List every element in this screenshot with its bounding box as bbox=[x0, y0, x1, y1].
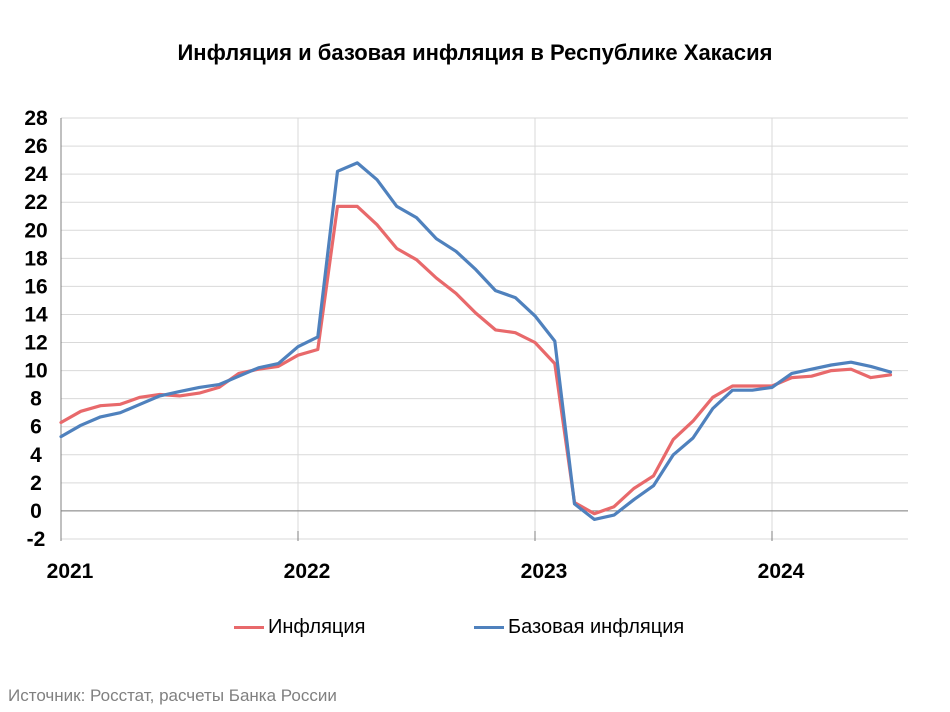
y-tick-label: 0 bbox=[30, 500, 42, 523]
x-tick-label: 2023 bbox=[521, 560, 568, 583]
y-tick-label: 16 bbox=[24, 275, 47, 298]
y-tick-label: 28 bbox=[24, 107, 48, 130]
axes bbox=[60, 118, 908, 541]
y-tick-label: 10 bbox=[24, 360, 47, 383]
y-tick-label: 14 bbox=[24, 303, 48, 326]
series-lines bbox=[59, 161, 893, 522]
legend-swatch-core-inflation bbox=[474, 626, 504, 629]
y-tick-label: 26 bbox=[24, 135, 47, 158]
x-tick-label: 2022 bbox=[284, 560, 331, 583]
legend-label-inflation: Инфляция bbox=[268, 616, 366, 638]
series-line-inflation bbox=[59, 204, 893, 516]
y-tick-label: 6 bbox=[30, 416, 42, 439]
gridlines bbox=[61, 117, 908, 540]
y-tick-label: 8 bbox=[30, 388, 42, 411]
y-tick-label: 24 bbox=[24, 163, 48, 186]
legend-swatch-inflation bbox=[234, 626, 264, 629]
legend-item-inflation: Инфляция bbox=[234, 616, 365, 639]
x-tick-label: 2021 bbox=[47, 560, 94, 583]
legend: Инфляция Базовая инфляция bbox=[0, 616, 950, 644]
y-tick-label: 2 bbox=[30, 472, 42, 495]
y-tick-label: 4 bbox=[30, 444, 42, 467]
x-tick-label: 2024 bbox=[758, 560, 805, 583]
x-axis-tick-labels: 2021 2022 2023 2024 bbox=[47, 560, 805, 583]
legend-label-core-inflation: Базовая инфляция bbox=[508, 616, 685, 638]
chart-title: Инфляция и базовая инфляция в Республике… bbox=[177, 40, 773, 65]
y-tick-label: 12 bbox=[24, 332, 47, 355]
y-tick-label: 22 bbox=[24, 191, 47, 214]
y-tick-label: 20 bbox=[24, 219, 47, 242]
series-line-core-inflation bbox=[59, 161, 893, 522]
y-tick-label: -2 bbox=[27, 528, 46, 551]
legend-item-core-inflation: Базовая инфляция bbox=[474, 616, 684, 639]
y-tick-label: 18 bbox=[24, 247, 48, 270]
source-note: Источник: Росстат, расчеты Банка России bbox=[8, 686, 337, 705]
